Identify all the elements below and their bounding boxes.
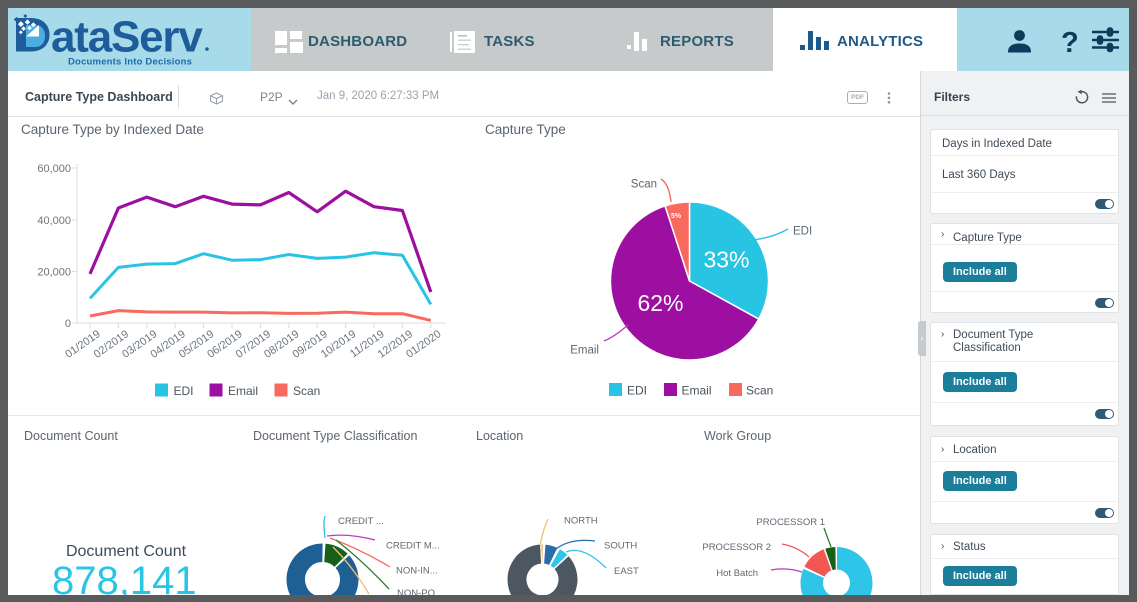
svg-text:Email: Email <box>228 384 258 398</box>
svg-text:Email: Email <box>682 384 712 398</box>
svg-text:CREDIT M...: CREDIT M... <box>386 541 440 552</box>
svg-text:NORTH: NORTH <box>564 516 598 527</box>
svg-text:PROCESSOR 2: PROCESSOR 2 <box>702 542 771 553</box>
svg-text:EDI: EDI <box>627 384 647 398</box>
svg-text:?: ? <box>1061 27 1079 59</box>
svg-text:ataServ: ataServ <box>51 13 203 62</box>
svg-text:5%: 5% <box>671 213 682 220</box>
svg-text:Scan: Scan <box>631 179 657 191</box>
svg-text:Documents Into Decisions: Documents Into Decisions <box>68 57 192 68</box>
svg-text:EDI: EDI <box>174 384 194 398</box>
svg-text:62%: 62% <box>637 290 683 316</box>
svg-text:SOUTH: SOUTH <box>604 541 637 552</box>
svg-text:0: 0 <box>65 318 71 330</box>
svg-text:Hot Batch: Hot Batch <box>716 568 758 579</box>
svg-text:Scan: Scan <box>293 384 320 398</box>
svg-text:EDI: EDI <box>793 226 812 238</box>
svg-text:33%: 33% <box>703 247 749 273</box>
svg-text:20,000: 20,000 <box>37 267 71 279</box>
svg-text:Email: Email <box>570 345 599 357</box>
svg-text:PROCESSOR 1: PROCESSOR 1 <box>756 517 825 528</box>
svg-text:NON-IN...: NON-IN... <box>396 566 438 577</box>
svg-text:Scan: Scan <box>746 384 773 398</box>
svg-text:EAST: EAST <box>614 566 639 577</box>
svg-text:NON-PO: NON-PO <box>397 588 435 595</box>
svg-text:CREDIT ...: CREDIT ... <box>338 516 384 527</box>
svg-text:60,000: 60,000 <box>37 163 71 175</box>
svg-text:40,000: 40,000 <box>37 215 71 227</box>
